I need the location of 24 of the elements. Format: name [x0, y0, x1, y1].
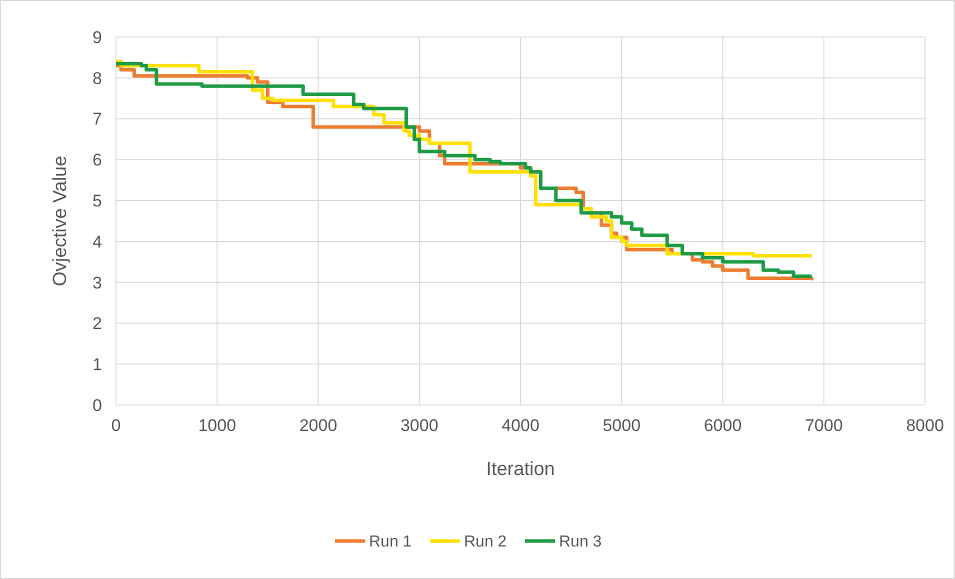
x-tick-label: 4000: [502, 416, 540, 435]
y-tick-label: 9: [92, 28, 102, 47]
x-tick-label: 7000: [804, 416, 843, 435]
y-tick-label: 0: [92, 396, 102, 415]
y-tick-label: 3: [92, 273, 102, 292]
legend-label: Run 3: [559, 534, 602, 551]
legend-label: Run 1: [369, 534, 412, 551]
y-tick-label: 6: [92, 150, 102, 170]
x-tick-label: 0: [111, 416, 121, 435]
y-tick-label: 8: [92, 68, 102, 88]
x-tick-label: 3000: [400, 416, 438, 435]
x-tick-label: 2000: [299, 416, 338, 435]
y-tick-label: 7: [92, 110, 102, 129]
legend-label: Run 2: [464, 534, 507, 551]
y-tick-label: 5: [92, 192, 102, 211]
x-tick-label: 8000: [906, 416, 944, 435]
y-tick-label: 1: [92, 355, 102, 374]
x-tick-label: 1000: [198, 416, 236, 435]
x-tick-label: 6000: [704, 416, 742, 435]
x-axis-title: Iteration: [486, 459, 555, 480]
y-axis-title: Ovjective Value: [50, 156, 71, 286]
y-tick-label: 2: [92, 314, 102, 334]
x-tick-label: 5000: [602, 416, 641, 435]
y-tick-label: 4: [92, 232, 102, 252]
